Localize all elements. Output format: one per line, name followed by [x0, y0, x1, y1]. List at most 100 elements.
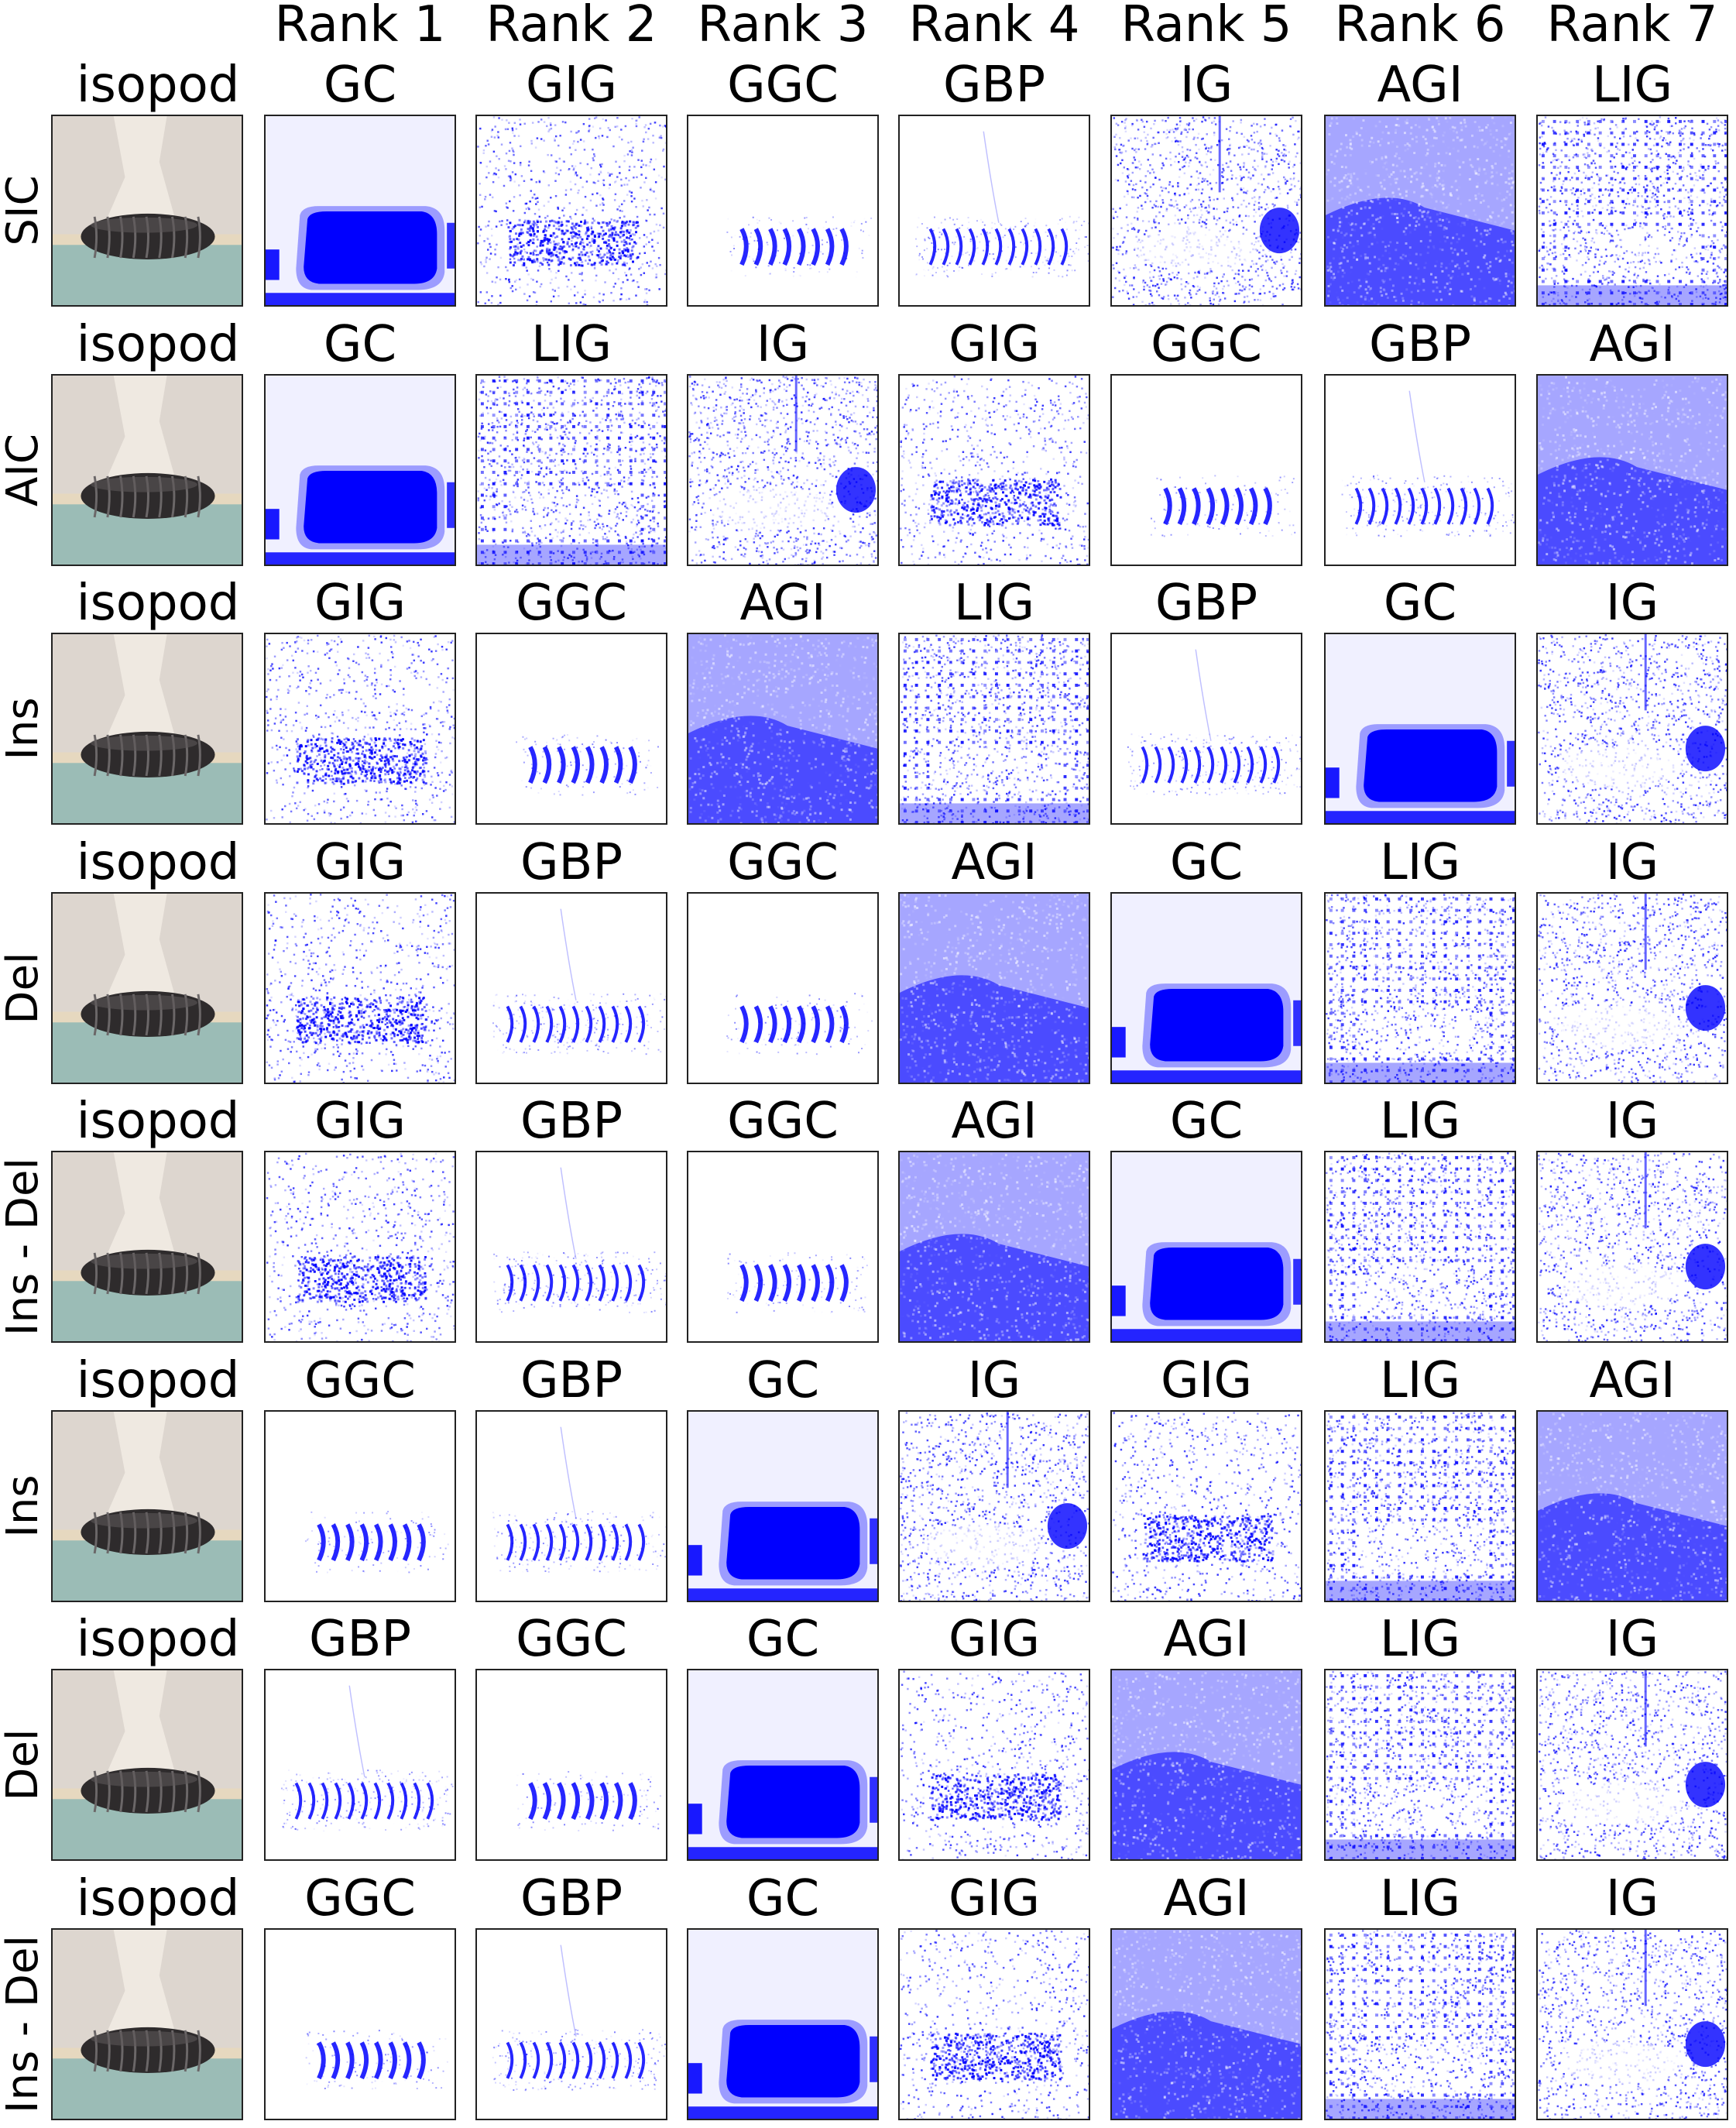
rank-header-1: Rank 1 — [275, 0, 446, 50]
method-label: GIG — [949, 1874, 1040, 1924]
saliency-map-agi — [1324, 115, 1516, 307]
method-label: AGI — [739, 578, 825, 628]
method-label: GBP — [943, 60, 1045, 110]
class-label: isopod — [77, 1615, 240, 1664]
method-label: GC — [1170, 1097, 1243, 1146]
saliency-map-gc — [264, 115, 456, 307]
saliency-map-gc — [264, 373, 456, 566]
method-label: GC — [746, 1615, 819, 1664]
saliency-map-ig — [687, 373, 879, 566]
method-label: GC — [324, 60, 396, 110]
method-label: AGI — [1377, 60, 1463, 110]
saliency-map-agi — [898, 891, 1090, 1084]
saliency-map-agi — [1110, 1927, 1302, 2120]
input-image — [51, 1669, 243, 1861]
method-label: IG — [1606, 1097, 1659, 1146]
saliency-map-ggc — [687, 1151, 879, 1343]
method-label: GIG — [314, 1097, 406, 1146]
saliency-map-lig — [1324, 1927, 1516, 2120]
method-label: LIG — [1380, 1356, 1460, 1406]
class-label: isopod — [77, 60, 240, 110]
method-label: AGI — [1163, 1615, 1249, 1664]
saliency-map-agi — [1536, 1409, 1728, 1602]
rank-header-5: Rank 5 — [1121, 0, 1292, 50]
method-label: IG — [1606, 1615, 1659, 1664]
class-label: isopod — [77, 320, 240, 369]
saliency-map-agi — [1536, 373, 1728, 566]
saliency-map-gc — [687, 1927, 879, 2120]
method-label: GBP — [1369, 320, 1471, 369]
metric-row-label: Ins — [0, 1474, 48, 1537]
saliency-map-gig — [1110, 1409, 1302, 1602]
method-label: GGC — [727, 838, 839, 887]
rank-header-4: Rank 4 — [909, 0, 1080, 50]
method-label: GIG — [314, 578, 406, 628]
method-label: IG — [1606, 1874, 1659, 1924]
method-label: AGI — [1163, 1874, 1249, 1924]
saliency-map-gbp — [475, 1151, 667, 1343]
saliency-map-ggc — [264, 1409, 456, 1602]
method-label: AGI — [1589, 320, 1675, 369]
method-label: GIG — [526, 60, 617, 110]
saliency-map-gc — [1110, 891, 1302, 1084]
method-label: GIG — [1161, 1356, 1252, 1406]
method-label: GC — [746, 1874, 819, 1924]
method-label: GBP — [520, 1097, 623, 1146]
method-label: LIG — [1380, 1615, 1460, 1664]
input-image — [51, 633, 243, 825]
saliency-map-gbp — [898, 115, 1090, 307]
saliency-map-lig — [1324, 1669, 1516, 1861]
method-label: GGC — [1151, 320, 1262, 369]
class-label: isopod — [77, 1097, 240, 1146]
method-label: GC — [746, 1356, 819, 1406]
saliency-map-gc — [687, 1669, 879, 1861]
method-label: GGC — [304, 1356, 416, 1406]
saliency-map-ig — [1110, 115, 1302, 307]
saliency-map-gig — [264, 1151, 456, 1343]
method-label: AGI — [951, 1097, 1037, 1146]
saliency-map-gc — [1324, 633, 1516, 825]
saliency-map-gig — [264, 891, 456, 1084]
method-label: GIG — [949, 320, 1040, 369]
saliency-map-ggc — [687, 891, 879, 1084]
input-image — [51, 891, 243, 1084]
saliency-map-lig — [1324, 1409, 1516, 1602]
input-image — [51, 115, 243, 307]
metric-row-label: SIC — [0, 175, 48, 245]
method-label: GC — [1384, 578, 1456, 628]
rank-header-3: Rank 3 — [698, 0, 869, 50]
saliency-map-agi — [1110, 1669, 1302, 1861]
method-label: IG — [1606, 578, 1659, 628]
method-label: GBP — [520, 838, 623, 887]
rank-header-7: Rank 7 — [1547, 0, 1718, 50]
saliency-map-gig — [475, 115, 667, 307]
method-label: GC — [1170, 838, 1243, 887]
method-label: GIG — [314, 838, 406, 887]
saliency-map-ig — [1536, 633, 1728, 825]
saliency-map-gc — [1110, 1151, 1302, 1343]
input-image — [51, 373, 243, 566]
saliency-map-ig — [1536, 891, 1728, 1084]
saliency-map-agi — [898, 1151, 1090, 1343]
method-label: GBP — [1155, 578, 1257, 628]
input-image — [51, 1151, 243, 1343]
saliency-map-ggc — [1110, 373, 1302, 566]
method-label: AGI — [951, 838, 1037, 887]
metric-row-label: AIC — [0, 434, 48, 506]
method-label: GIG — [949, 1615, 1040, 1664]
method-label: LIG — [954, 578, 1034, 628]
method-label: IG — [1180, 60, 1233, 110]
saliency-map-lig — [1324, 1151, 1516, 1343]
saliency-map-gc — [687, 1409, 879, 1602]
metric-row-label: Ins - Del — [0, 1934, 48, 2113]
saliency-map-ig — [1536, 1927, 1728, 2120]
class-label: isopod — [77, 1874, 240, 1924]
method-label: AGI — [1589, 1356, 1675, 1406]
metric-row-label: Del — [0, 1728, 48, 1800]
class-label: isopod — [77, 1356, 240, 1406]
method-label: LIG — [1380, 1097, 1460, 1146]
method-label: GC — [324, 320, 396, 369]
method-label: IG — [756, 320, 809, 369]
saliency-map-ig — [898, 1409, 1090, 1602]
saliency-map-gig — [898, 1927, 1090, 2120]
